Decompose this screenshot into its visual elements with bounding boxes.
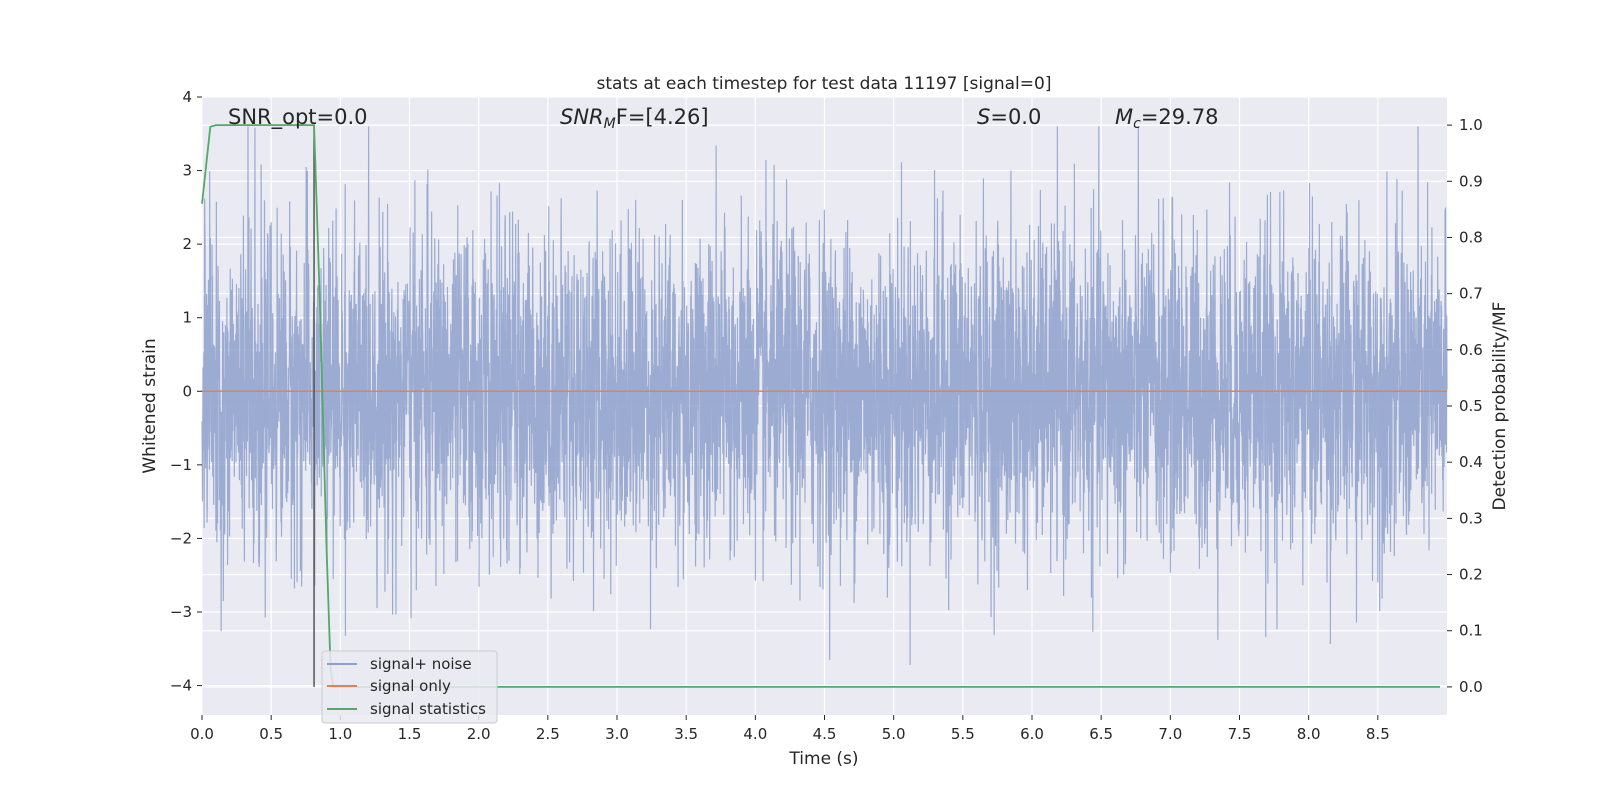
y-tick-label: −2 [170,529,192,547]
annotation-s-main: S [977,105,990,129]
y-axis-ticks: −4 −3 −2 −1 0 1 2 3 4 [170,88,202,695]
y-tick-label: −1 [170,456,192,474]
y2-tick-label: 0.0 [1459,678,1483,696]
x-tick-label: 4.0 [743,725,767,743]
x-tick-label: 1.5 [398,725,422,743]
annotation-mc: Mc=29.78 [1115,105,1219,132]
x-tick-label: 3.0 [605,725,629,743]
legend-label-signal-statistics: signal statistics [370,700,486,718]
y-axis-label: Whitened strain [140,338,160,473]
y2-tick-label: 0.4 [1459,453,1483,471]
y-tick-label: −4 [170,677,192,695]
annotation-s-tail: =0.0 [990,105,1041,129]
annotation-snr-mf-main: SNR [560,105,604,129]
y2-tick-label: 1.0 [1459,116,1483,134]
y-tick-label: 2 [182,235,192,253]
y2-tick-label: 0.6 [1459,341,1483,359]
y2-axis-label: Detection probability/MF [1490,302,1510,511]
y2-tick-label: 0.9 [1459,172,1483,190]
y2-tick-label: 0.3 [1459,509,1483,527]
annotation-snr-mf-sub: M [604,116,616,132]
y2-axis-ticks: 0.0 0.1 0.2 0.3 0.4 0.5 0.6 0.7 0.8 0.9 1.0 [1447,116,1483,696]
x-tick-label: 4.5 [813,725,837,743]
legend-label-signal-noise: signal+ noise [370,655,472,673]
legend-box [321,650,498,724]
x-tick-label: 8.0 [1297,725,1321,743]
y2-tick-label: 0.1 [1459,622,1483,640]
annotation-snr-opt: SNR_opt=0.0 [228,105,368,130]
y2-tick-label: 0.5 [1459,397,1483,415]
annotation-snr-mf: SNRMF=[4.26] [560,105,709,132]
y-tick-label: 0 [182,382,192,400]
series-signal-statistics [201,124,1441,688]
x-tick-label: 3.5 [674,725,698,743]
y-tick-label: 1 [182,309,192,327]
annotation-s: S=0.0 [977,105,1041,129]
x-tick-label: 5.5 [951,725,975,743]
x-tick-label: 7.0 [1158,725,1182,743]
x-tick-label: 1.0 [328,725,352,743]
x-axis-ticks: 0.0 0.5 1.0 1.5 2.0 2.5 3.0 3.5 4.0 4.5 5.0 5.5 6.0 6… [190,715,1390,743]
y-tick-label: −3 [170,603,192,621]
annotation-mc-sub: c [1133,116,1141,132]
x-tick-label: 7.5 [1228,725,1252,743]
x-tick-label: 6.0 [1020,725,1044,743]
x-tick-label: 5.0 [882,725,906,743]
legend: signal+ noise signal only signal statist… [321,650,498,724]
signal-statistics-line [201,124,1441,688]
y-tick-label: 4 [182,88,192,106]
annotation-mc-tail: =29.78 [1141,105,1219,129]
chart-title: stats at each timestep for test data 111… [597,74,1052,94]
legend-label-signal-only: signal only [370,677,451,695]
annotation-snr-mf-tail: F=[4.26] [616,105,709,129]
y2-tick-label: 0.2 [1459,566,1483,584]
y2-tick-label: 0.8 [1459,228,1483,246]
series-signal-noise [201,126,1448,665]
x-tick-label: 2.0 [467,725,491,743]
y-tick-label: 3 [182,162,192,180]
y2-tick-label: 0.7 [1459,285,1483,303]
x-tick-label: 0.0 [190,725,214,743]
x-tick-label: 2.5 [536,725,560,743]
signal-noise-line [201,126,1448,665]
x-tick-label: 8.5 [1366,725,1390,743]
annotation-mc-main: M [1115,105,1133,129]
x-tick-label: 0.5 [259,725,283,743]
x-axis-label: Time (s) [788,749,858,769]
x-tick-label: 6.5 [1089,725,1113,743]
